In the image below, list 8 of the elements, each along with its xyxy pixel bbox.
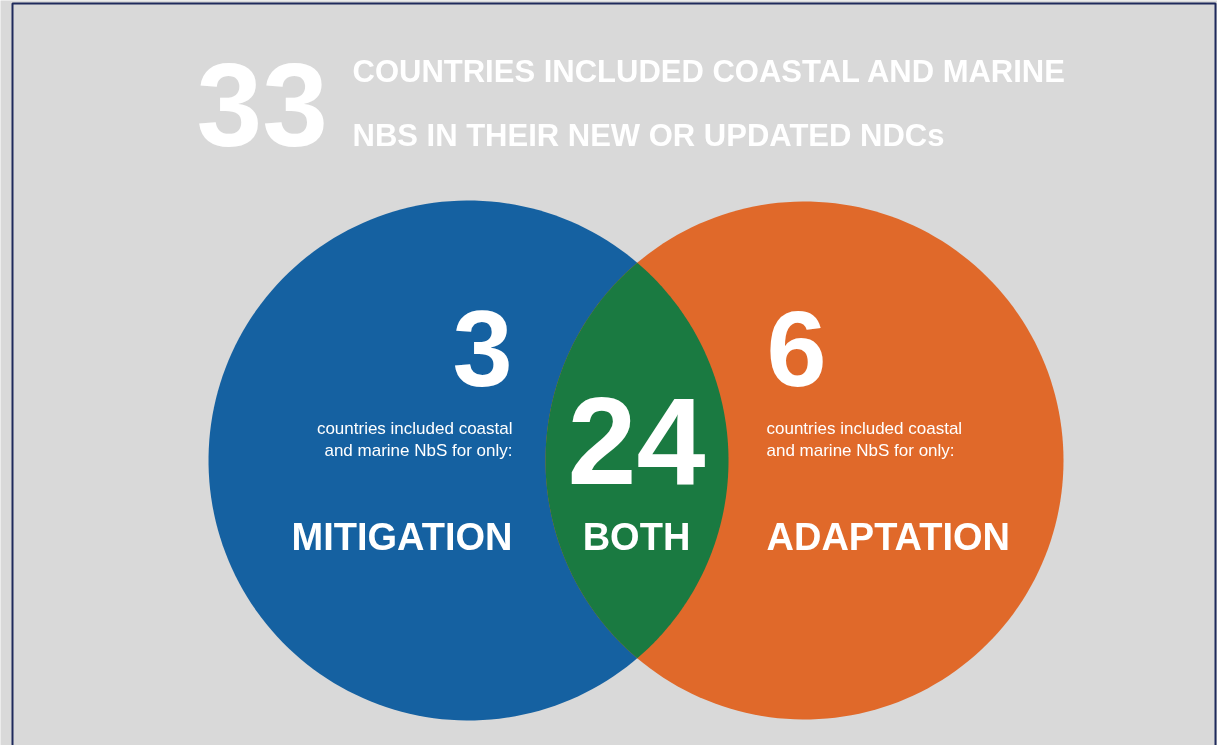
category-label: BOTH <box>582 515 691 558</box>
category-label: MITIGATION <box>291 515 513 558</box>
text: countries included coastal and marine NbS for only: <box>316 419 513 460</box>
category-label: ADAPTATION <box>766 515 1010 558</box>
data-label: 6 <box>766 288 827 409</box>
data-label: 3 <box>452 288 513 409</box>
text: countries included coastal and marine NbS for only: <box>766 419 963 460</box>
data-label: 24 <box>567 371 706 510</box>
